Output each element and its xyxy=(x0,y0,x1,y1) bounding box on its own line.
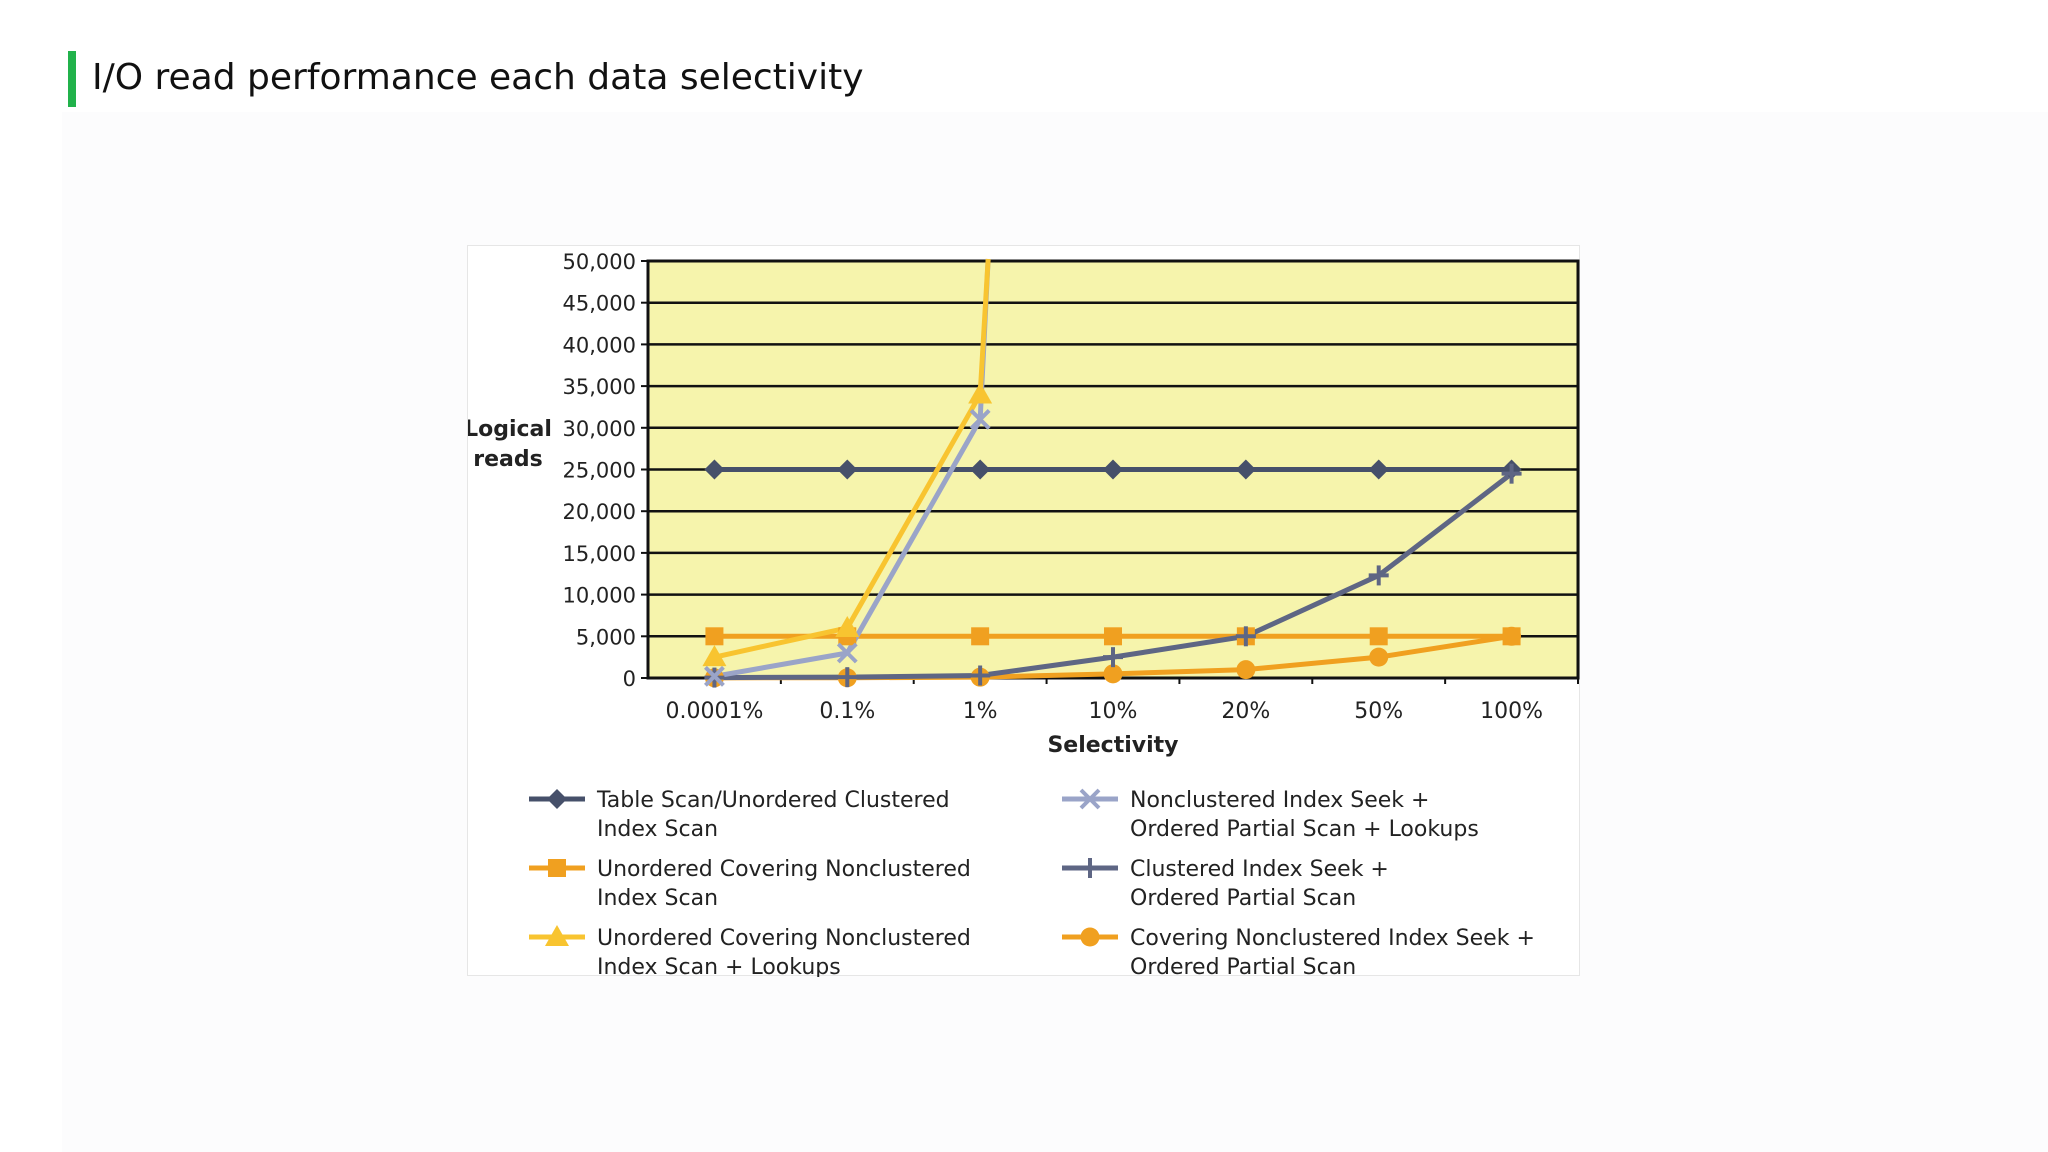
data-point xyxy=(1368,459,1389,480)
x-tick-label: 10% xyxy=(1089,699,1138,724)
data-point xyxy=(971,627,990,646)
legend-label: Covering Nonclustered Index Seek + xyxy=(1130,926,1535,951)
data-point xyxy=(1236,660,1256,680)
data-point xyxy=(1103,459,1123,480)
legend-label: Ordered Partial Scan xyxy=(1130,955,1356,977)
legend-label: Index Scan xyxy=(597,817,718,842)
y-tick-label: 35,000 xyxy=(563,375,636,399)
data-point xyxy=(969,409,991,430)
legend-label: Ordered Partial Scan xyxy=(1130,886,1356,911)
x-tick-label: 50% xyxy=(1354,699,1403,724)
slide-title: I/O read performance each data selectivi… xyxy=(92,57,864,98)
y-axis-title: Logical xyxy=(468,417,552,442)
data-point xyxy=(1369,647,1389,667)
data-point xyxy=(1103,664,1123,684)
legend-marker xyxy=(545,925,569,946)
data-point xyxy=(968,382,993,404)
legend-marker xyxy=(1080,927,1100,947)
x-tick-label: 20% xyxy=(1221,699,1270,724)
chart-svg: 50,000 45,000 40,000 35,000 30,000 25,000 20,0… xyxy=(468,250,1580,977)
data-point xyxy=(1369,627,1388,646)
y-tick-label: 50,000 xyxy=(563,250,636,274)
legend-marker xyxy=(548,859,566,877)
legend-label: Index Scan xyxy=(597,886,718,911)
series-line xyxy=(713,258,991,660)
x-tick-label: 1% xyxy=(963,699,998,724)
y-tick-label: 40,000 xyxy=(563,333,636,357)
data-point xyxy=(702,645,727,667)
legend-label: Nonclustered Index Seek + xyxy=(1130,788,1429,813)
y-tick-label: 20,000 xyxy=(563,500,636,524)
x-tick-label: 100% xyxy=(1480,699,1543,724)
data-point xyxy=(704,459,725,480)
title-accent-bar xyxy=(68,51,76,107)
data-point xyxy=(705,627,724,646)
legend-label: Index Scan + Lookups xyxy=(597,955,841,977)
data-point xyxy=(837,459,858,480)
data-point xyxy=(1104,627,1122,646)
data-point xyxy=(970,459,991,480)
data-point xyxy=(835,615,860,637)
y-tick-label: 0 xyxy=(623,667,636,691)
legend-label: Unordered Covering Nonclustered xyxy=(597,926,971,951)
legend-marker xyxy=(1079,788,1101,810)
legend-label: Clustered Index Seek + xyxy=(1130,857,1389,882)
y-tick-label: 5,000 xyxy=(576,625,636,649)
legend-label: Ordered Partial Scan + Lookups xyxy=(1130,817,1479,842)
data-point xyxy=(704,665,725,687)
y-tick-label: 25,000 xyxy=(563,459,636,483)
x-tick-label: 0.1% xyxy=(819,699,875,724)
x-tick-label: 0.0001% xyxy=(665,699,763,724)
y-axis-title: reads xyxy=(473,447,542,472)
y-tick-label: 15,000 xyxy=(563,542,636,566)
y-tick-label: 45,000 xyxy=(563,292,636,316)
y-tick-label: 30,000 xyxy=(563,417,636,441)
legend-label: Table Scan/Unordered Clustered xyxy=(596,788,950,813)
y-tick-label: 10,000 xyxy=(563,584,636,608)
legend-marker xyxy=(547,789,567,809)
x-axis-title: Selectivity xyxy=(1047,733,1178,758)
legend-label: Unordered Covering Nonclustered xyxy=(597,857,971,882)
data-point xyxy=(836,642,858,664)
data-point xyxy=(1502,626,1522,646)
data-point xyxy=(1235,459,1256,480)
chart-frame: 50,000 45,000 40,000 35,000 30,000 25,000 20,0… xyxy=(467,245,1580,977)
